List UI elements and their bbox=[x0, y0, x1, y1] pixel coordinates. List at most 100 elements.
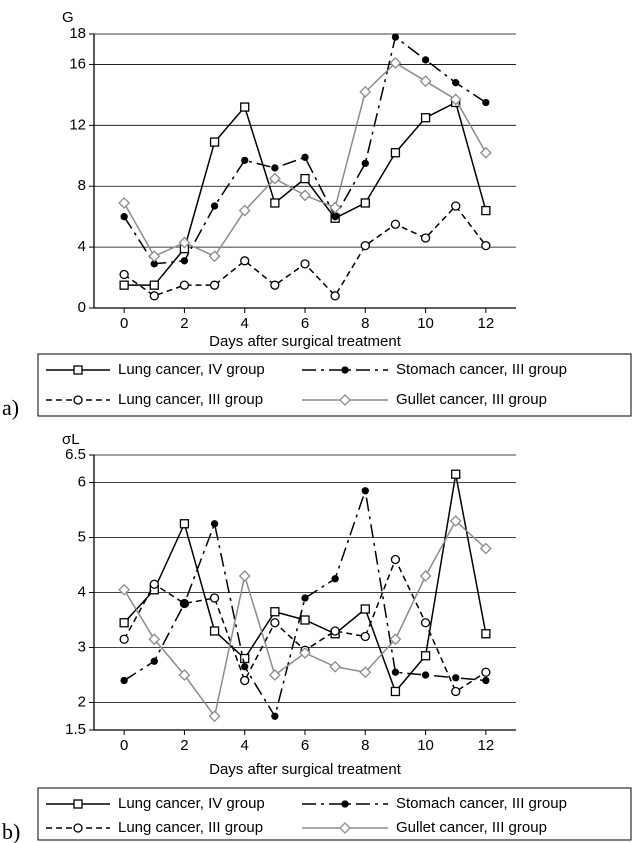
marker bbox=[360, 198, 370, 208]
marker bbox=[268, 172, 281, 185]
y-axis-label: G bbox=[62, 9, 74, 26]
marker bbox=[390, 148, 401, 158]
x-tick-label: 12 bbox=[478, 315, 495, 332]
marker bbox=[238, 204, 251, 217]
marker bbox=[270, 607, 280, 617]
marker bbox=[120, 213, 128, 221]
marker bbox=[240, 102, 250, 112]
marker bbox=[419, 570, 432, 582]
marker bbox=[271, 712, 279, 720]
y-tick-label: 8 bbox=[78, 177, 86, 194]
y-tick-label: 0 bbox=[78, 299, 86, 316]
marker bbox=[452, 674, 460, 682]
marker bbox=[73, 365, 83, 375]
marker bbox=[419, 75, 432, 88]
marker bbox=[339, 822, 351, 834]
marker bbox=[339, 394, 351, 406]
marker bbox=[331, 575, 339, 583]
marker bbox=[421, 56, 430, 64]
marker bbox=[390, 686, 401, 697]
marker bbox=[73, 799, 83, 809]
series-line bbox=[123, 35, 487, 265]
marker bbox=[209, 137, 220, 147]
marker bbox=[270, 618, 280, 628]
marker bbox=[208, 250, 221, 263]
x-tick-label: 10 bbox=[417, 737, 434, 754]
marker bbox=[300, 173, 310, 184]
marker bbox=[179, 519, 190, 529]
marker bbox=[359, 666, 372, 679]
marker bbox=[119, 618, 129, 628]
marker bbox=[481, 240, 491, 251]
series-line bbox=[123, 204, 487, 298]
marker bbox=[451, 201, 461, 211]
panel-label: a) bbox=[2, 395, 19, 420]
series-line bbox=[123, 557, 487, 693]
y-tick-label: 2 bbox=[78, 693, 86, 710]
x-tick-label: 0 bbox=[120, 737, 128, 754]
y-tick-label: 6.5 bbox=[65, 446, 86, 463]
marker bbox=[119, 280, 129, 290]
x-tick-label: 0 bbox=[120, 315, 128, 332]
marker bbox=[240, 256, 250, 266]
marker bbox=[330, 291, 340, 301]
marker bbox=[482, 98, 490, 107]
x-tick-label: 4 bbox=[241, 737, 249, 754]
marker bbox=[238, 570, 251, 582]
series-line bbox=[123, 490, 486, 719]
marker bbox=[300, 259, 310, 269]
x-tick-label: 2 bbox=[180, 737, 188, 754]
x-tick-label: 6 bbox=[301, 315, 309, 332]
marker bbox=[389, 633, 402, 646]
y-tick-label: 6 bbox=[78, 473, 86, 490]
marker bbox=[268, 669, 281, 681]
marker bbox=[299, 647, 311, 659]
marker bbox=[481, 205, 491, 216]
marker bbox=[391, 33, 400, 41]
marker bbox=[390, 554, 401, 565]
legend-label: Stomach cancer, III group bbox=[396, 795, 567, 812]
legend-label: Lung cancer, IV group bbox=[118, 361, 265, 378]
x-tick-label: 8 bbox=[361, 737, 369, 754]
marker bbox=[209, 280, 220, 290]
marker bbox=[148, 633, 161, 646]
marker bbox=[209, 626, 220, 636]
marker bbox=[241, 156, 249, 164]
marker bbox=[301, 594, 309, 602]
marker bbox=[329, 201, 342, 214]
x-tick-label: 2 bbox=[180, 315, 188, 332]
x-axis-label: Days after surgical treatment bbox=[209, 761, 402, 778]
marker bbox=[481, 667, 491, 677]
marker bbox=[420, 618, 431, 628]
marker bbox=[180, 257, 189, 265]
y-axis-label: σL bbox=[62, 431, 80, 448]
marker bbox=[389, 57, 402, 69]
marker bbox=[451, 686, 461, 697]
marker bbox=[451, 469, 461, 479]
x-tick-label: 6 bbox=[301, 737, 309, 754]
marker bbox=[270, 198, 280, 208]
x-tick-label: 12 bbox=[478, 737, 495, 754]
marker bbox=[208, 710, 221, 723]
marker bbox=[178, 669, 191, 681]
marker bbox=[149, 280, 159, 290]
marker bbox=[73, 823, 83, 833]
legend-box bbox=[37, 787, 632, 841]
marker bbox=[210, 202, 219, 210]
marker bbox=[360, 604, 370, 614]
marker bbox=[299, 189, 311, 202]
x-tick-label: 10 bbox=[417, 315, 434, 332]
y-tick-label: 1.5 bbox=[65, 721, 86, 738]
marker bbox=[120, 676, 128, 685]
marker bbox=[73, 395, 83, 405]
marker bbox=[421, 671, 430, 679]
marker bbox=[341, 800, 349, 808]
x-axis-label: Days after surgical treatment bbox=[209, 333, 402, 350]
marker bbox=[300, 615, 310, 625]
legend-label: Stomach cancer, III group bbox=[396, 361, 567, 378]
marker bbox=[359, 85, 372, 98]
marker bbox=[361, 487, 369, 495]
marker bbox=[449, 93, 462, 106]
marker bbox=[330, 626, 340, 636]
